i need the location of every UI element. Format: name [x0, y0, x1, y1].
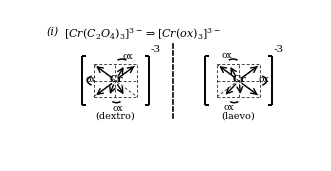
Text: (dextro): (dextro): [95, 112, 135, 121]
Text: Cr: Cr: [109, 75, 123, 84]
Text: -3: -3: [273, 45, 284, 54]
Text: ox: ox: [223, 103, 234, 112]
Text: (i): (i): [47, 27, 59, 37]
Text: ox: ox: [258, 75, 269, 84]
Text: $[Cr(C_2O_4)_3]^{3-}\Rightarrow[Cr(ox)_3]^{3-}$: $[Cr(C_2O_4)_3]^{3-}\Rightarrow[Cr(ox)_3…: [64, 27, 220, 42]
Text: (laevo): (laevo): [222, 112, 256, 121]
Text: ox: ox: [112, 104, 123, 113]
Text: -3: -3: [150, 45, 161, 54]
Text: Cr: Cr: [232, 75, 246, 84]
Text: ox: ox: [85, 75, 96, 84]
Text: ox: ox: [221, 51, 232, 60]
Text: ox: ox: [123, 52, 134, 61]
